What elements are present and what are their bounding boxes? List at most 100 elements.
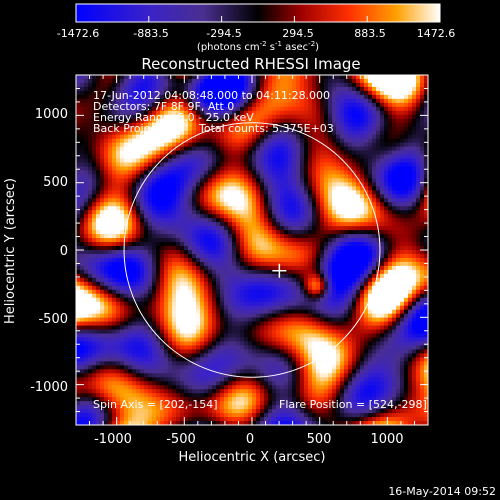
- heatmap-cell: [216, 142, 221, 147]
- heatmap-cell: [92, 261, 97, 267]
- heatmap-cell: [352, 86, 357, 92]
- heatmap-cell: [324, 257, 329, 263]
- heatmap-cell: [404, 170, 409, 175]
- heatmap-cell: [76, 170, 81, 175]
- heatmap-cell: [220, 297, 225, 303]
- heatmap-cell: [208, 210, 213, 215]
- heatmap-cell: [176, 250, 181, 255]
- heatmap-cell: [268, 158, 273, 163]
- heatmap-cell: [308, 277, 313, 283]
- heatmap-cell: [140, 98, 145, 104]
- heatmap-cell: [264, 289, 269, 295]
- heatmap-cell: [168, 162, 173, 167]
- heatmap-cell: [184, 134, 189, 140]
- heatmap-cell: [272, 194, 277, 199]
- heatmap-cell: [156, 110, 161, 116]
- heatmap-cell: [420, 174, 425, 179]
- heatmap-cell: [132, 102, 137, 108]
- heatmap-cell: [108, 226, 113, 231]
- heatmap-cell: [332, 293, 337, 299]
- heatmap-cell: [332, 122, 337, 128]
- heatmap-cell: [320, 218, 325, 223]
- heatmap-cell: [236, 154, 241, 159]
- heatmap-cell: [204, 110, 209, 116]
- heatmap-cell: [424, 98, 428, 104]
- heatmap-cell: [128, 138, 133, 144]
- chart-title: Reconstructed RHESSI Image: [141, 55, 360, 73]
- heatmap-cell: [276, 210, 281, 215]
- heatmap-cell: [400, 246, 405, 251]
- heatmap-cell: [324, 158, 329, 163]
- heatmap-cell: [160, 174, 165, 179]
- heatmap-cell: [160, 134, 165, 140]
- heatmap-cell: [192, 162, 197, 167]
- heatmap-cell: [336, 82, 341, 88]
- heatmap-cell: [336, 285, 341, 291]
- heatmap-cell: [116, 273, 121, 279]
- heatmap-cell: [188, 250, 193, 255]
- heatmap-cell: [212, 154, 217, 159]
- heatmap-cell: [396, 222, 401, 227]
- heatmap-cell: [384, 242, 389, 247]
- heatmap-cell: [124, 78, 129, 84]
- heatmap-cell: [284, 174, 289, 179]
- heatmap-cell: [344, 285, 349, 291]
- heatmap-cell: [172, 134, 177, 140]
- heatmap-cell: [316, 190, 321, 195]
- heatmap-cell: [156, 230, 161, 235]
- heatmap-cell: [256, 277, 261, 283]
- heatmap-cell: [268, 261, 273, 267]
- heatmap-cell: [208, 234, 213, 239]
- heatmap-cell: [372, 253, 377, 259]
- heatmap-cell: [124, 218, 129, 223]
- heatmap-cell: [112, 75, 117, 80]
- heatmap-cell: [84, 82, 89, 88]
- heatmap-cell: [100, 297, 105, 303]
- heatmap-cell: [416, 106, 421, 112]
- heatmap-cell: [240, 150, 245, 155]
- heatmap-cell: [124, 150, 129, 155]
- heatmap-cell: [380, 194, 385, 199]
- heatmap-cell: [80, 102, 85, 108]
- heatmap-cell: [84, 138, 89, 144]
- heatmap-cell: [344, 150, 349, 155]
- heatmap-cell: [288, 222, 293, 227]
- heatmap-cell: [412, 218, 417, 223]
- heatmap-cell: [140, 218, 145, 223]
- heatmap-cell: [176, 150, 181, 155]
- heatmap-cell: [312, 158, 317, 163]
- heatmap-cell: [368, 242, 373, 247]
- heatmap-cell: [348, 142, 353, 147]
- heatmap-cell: [348, 293, 353, 299]
- heatmap-cell: [136, 130, 141, 136]
- heatmap-cell: [332, 182, 337, 187]
- heatmap-cell: [272, 210, 277, 215]
- heatmap-cell: [392, 265, 397, 271]
- heatmap-cell: [400, 269, 405, 275]
- heatmap-cell: [120, 269, 125, 275]
- heatmap-cell: [344, 198, 349, 203]
- heatmap-cell: [88, 134, 93, 140]
- heatmap-cell: [224, 182, 229, 187]
- heatmap-cell: [168, 86, 173, 92]
- heatmap-cell: [400, 206, 405, 211]
- heatmap-cell: [204, 289, 209, 295]
- heatmap-cell: [84, 134, 89, 140]
- heatmap-cell: [80, 114, 85, 120]
- heatmap-cell: [312, 98, 317, 104]
- heatmap-cell: [412, 198, 417, 203]
- heatmap-cell: [380, 250, 385, 255]
- heatmap-cell: [280, 190, 285, 195]
- heatmap-cell: [152, 150, 157, 155]
- heatmap-cell: [96, 146, 101, 151]
- heatmap-cell: [88, 273, 93, 279]
- heatmap-cell: [280, 94, 285, 100]
- heatmap-cell: [388, 130, 393, 136]
- heatmap-cell: [420, 170, 425, 175]
- heatmap-cell: [408, 178, 413, 183]
- heatmap-cell: [420, 134, 425, 140]
- heatmap-cell: [80, 238, 85, 243]
- heatmap-cell: [168, 246, 173, 251]
- heatmap-cell: [332, 106, 337, 112]
- heatmap-cell: [116, 297, 121, 303]
